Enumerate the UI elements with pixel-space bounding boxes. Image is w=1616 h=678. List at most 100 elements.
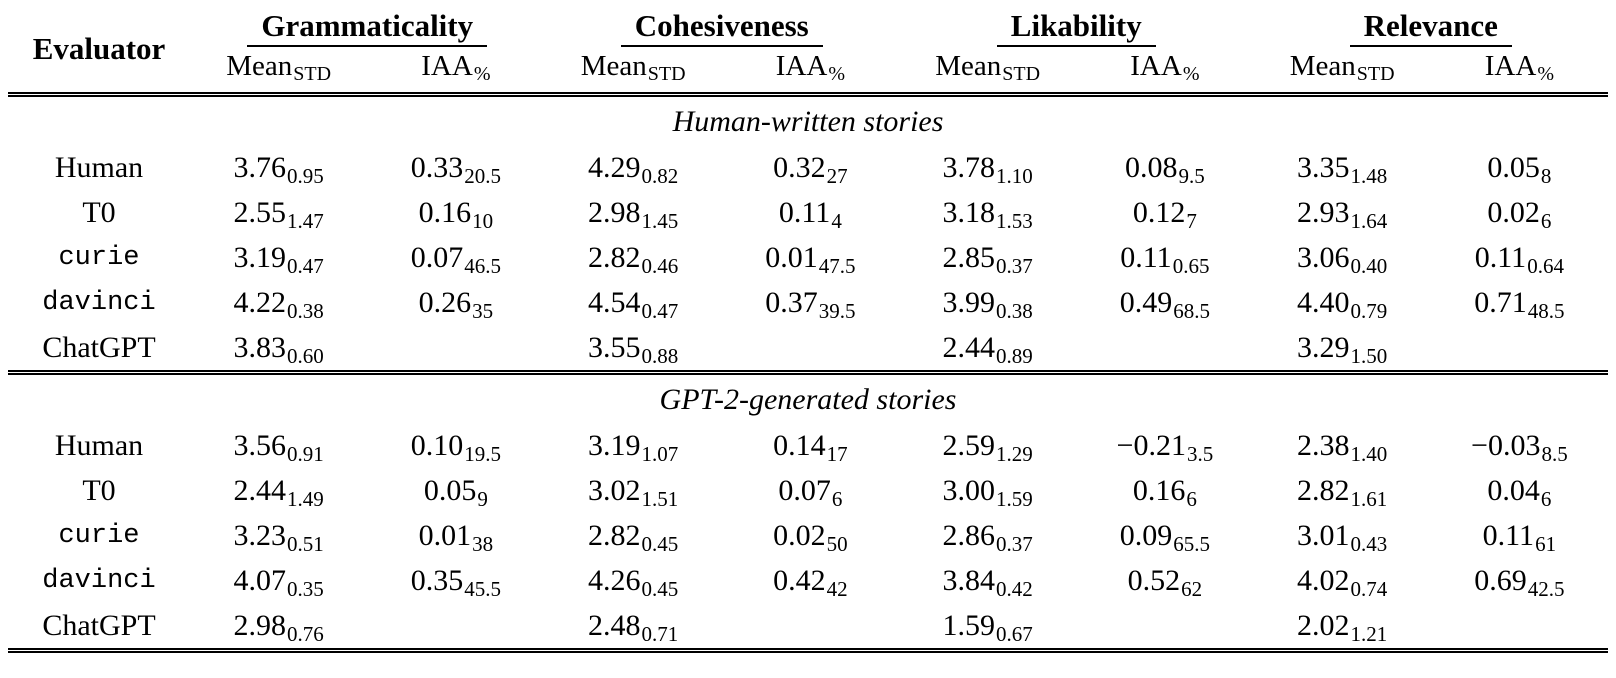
table-row: davinci 4.070.35 0.3545.5 4.260.45 0.4242 3.8… [8, 558, 1608, 603]
subscript-value: 8 [1540, 163, 1552, 188]
value-cell: 0.3545.5 [367, 558, 544, 603]
subheader-iaa: IAA% [367, 47, 545, 97]
subscript-value: 65.5 [1173, 531, 1210, 556]
value-cell: 0.026 [1431, 190, 1608, 235]
subscript-value: 19.5 [464, 441, 501, 466]
subscript-value: 0.45 [641, 576, 679, 601]
mean-value: 4.07 [233, 563, 287, 597]
value-cell: 0.4242 [722, 558, 899, 603]
mean-value: 3.00 [942, 473, 996, 507]
mean-value: 0.11 [1474, 240, 1527, 274]
subscript-value: 0.67 [996, 621, 1033, 646]
subscript-value: 20.5 [464, 163, 501, 188]
evaluator-cell: Human [54, 150, 144, 184]
subheader-mean: MeanSTD [190, 47, 368, 97]
mean-value: 0.04 [1487, 473, 1540, 507]
table-row: T0 2.551.47 0.1610 2.981.45 0.114 3.181.53 0.1… [8, 190, 1608, 235]
value-cell [722, 325, 899, 373]
evaluator-cell: davinci [42, 565, 156, 596]
section-title-row: GPT-2-generated stories [8, 370, 1608, 423]
subscript-value: 1.53 [996, 208, 1033, 233]
mean-value: 0.07 [410, 240, 464, 274]
table-row: Human 3.560.91 0.1019.5 3.191.07 0.1417 2.591… [8, 423, 1608, 468]
mean-value: 0.07 [778, 473, 831, 507]
group-header-grammaticality: Grammaticality [190, 6, 545, 47]
value-cell: 0.7148.5 [1431, 280, 1608, 325]
value-cell: 3.781.10 [899, 145, 1076, 190]
value-cell: 2.480.71 [545, 603, 722, 651]
value-cell: 3.060.40 [1254, 235, 1431, 280]
value-cell: 3.351.48 [1254, 145, 1431, 190]
subscript-value: 48.5 [1527, 298, 1565, 323]
value-cell: 0.0746.5 [367, 235, 544, 280]
value-cell: 0.3227 [722, 145, 899, 190]
value-cell: 2.820.46 [545, 235, 722, 280]
subscript-value: 0.79 [1350, 298, 1388, 323]
mean-value: 0.11 [1482, 518, 1535, 552]
value-cell: 4.070.35 [190, 558, 367, 603]
subscript-value: 0.60 [287, 343, 324, 368]
mean-value: 0.02 [773, 518, 826, 552]
value-cell: 2.820.45 [545, 513, 722, 558]
mean-value: 2.02 [1297, 608, 1350, 642]
subscript-value: 0.74 [1350, 576, 1388, 601]
mean-value: 0.05 [423, 473, 477, 507]
value-cell: 0.058 [1431, 145, 1608, 190]
table-row: ChatGPT 3.830.60 3.550.88 2.440.89 3.291.50 [8, 325, 1608, 373]
value-cell: 0.0250 [722, 513, 899, 558]
mean-value: 0.01 [418, 518, 472, 552]
subscript-value: 45.5 [464, 576, 501, 601]
subscript-value: 0.38 [996, 298, 1033, 323]
evaluator-cell: davinci [42, 287, 156, 318]
subscript-value: 0.82 [641, 163, 679, 188]
evaluation-table: Evaluator Grammaticality Cohesiveness Li… [8, 6, 1608, 653]
value-cell: 0.5262 [1076, 558, 1253, 603]
value-cell: 2.441.49 [190, 468, 367, 513]
mean-value: 0.16 [418, 195, 472, 229]
value-cell: 0.089.5 [1076, 145, 1253, 190]
subscript-value: 62 [1181, 576, 1203, 601]
mean-value: 2.85 [942, 240, 996, 274]
group-label: Likability [996, 8, 1156, 47]
value-cell: 0.046 [1431, 468, 1608, 513]
mean-value: 0.11 [778, 195, 831, 229]
mean-value: 3.78 [942, 150, 996, 184]
subscript-value: 0.95 [287, 163, 324, 188]
subscript-value: 61 [1535, 531, 1557, 556]
value-cell: 4.290.82 [545, 145, 722, 190]
table-header: Evaluator Grammaticality Cohesiveness Li… [8, 6, 1609, 97]
subheader-mean: MeanSTD [1253, 47, 1431, 97]
mean-value: 3.18 [942, 195, 996, 229]
subscript-value: 68.5 [1173, 298, 1210, 323]
mean-value: 2.98 [588, 195, 641, 229]
section-title: GPT-2-generated stories [8, 370, 1608, 423]
subscript-value: 3.5 [1186, 441, 1214, 466]
group-header-relevance: Relevance [1254, 6, 1609, 47]
mean-value: 4.02 [1297, 563, 1350, 597]
subscript-value: 0.43 [1350, 531, 1388, 556]
value-cell: 2.381.40 [1254, 423, 1431, 468]
value-cell: −0.038.5 [1431, 423, 1608, 468]
value-cell: 2.821.61 [1254, 468, 1431, 513]
subscript-value: 0.37 [996, 531, 1033, 556]
subscript-value: 1.51 [641, 486, 679, 511]
value-cell: 2.591.29 [899, 423, 1076, 468]
table-row: curie 3.190.47 0.0746.5 2.820.46 0.0147.5 2.8… [8, 235, 1608, 280]
value-cell: 3.230.51 [190, 513, 367, 558]
value-cell: 0.127 [1076, 190, 1253, 235]
subscript-value: 0.37 [996, 253, 1033, 278]
mean-value: 0.11 [1120, 240, 1172, 274]
mean-value: 0.37 [765, 285, 818, 319]
mean-value: 1.59 [942, 608, 996, 642]
evaluator-cell: ChatGPT [42, 330, 156, 364]
mean-value: −0.03 [1471, 428, 1541, 462]
mean-value: 3.83 [233, 330, 287, 364]
value-cell: 0.2635 [367, 280, 544, 325]
mean-value: 0.10 [410, 428, 464, 462]
subscript-value: 1.50 [1350, 343, 1388, 368]
value-cell: 3.990.38 [899, 280, 1076, 325]
subscript-value: 50 [826, 531, 848, 556]
evaluator-cell: curie [58, 242, 140, 273]
mean-value: 0.09 [1119, 518, 1173, 552]
value-cell: 3.291.50 [1254, 325, 1431, 373]
